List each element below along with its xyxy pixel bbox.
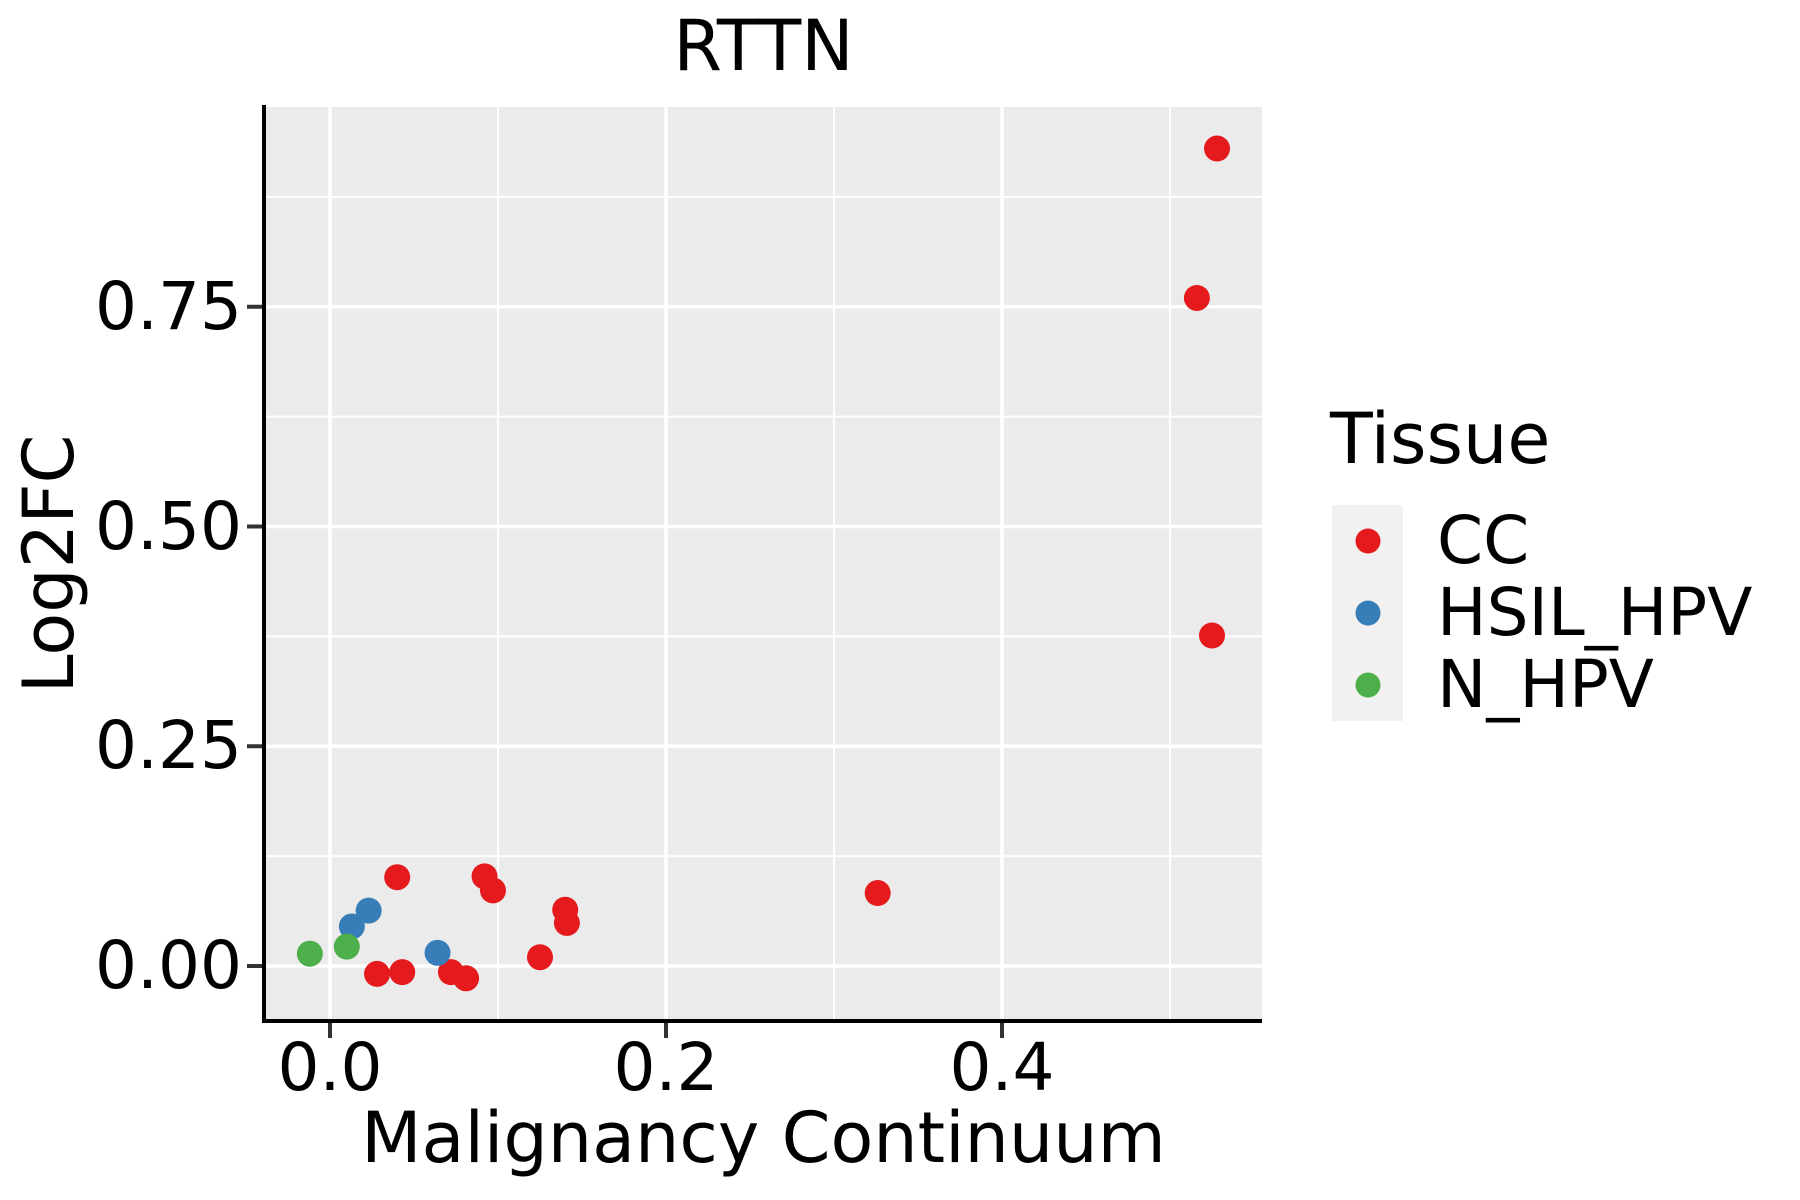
- y-tick-label: 0.75: [95, 267, 242, 345]
- legend-dot-n-hpv: [1355, 672, 1380, 698]
- data-point-cc: [479, 877, 506, 904]
- data-point-cc: [453, 965, 480, 992]
- y-tick-label: 0.25: [95, 707, 242, 785]
- data-point-cc: [389, 959, 416, 986]
- legend-label-cc: CC: [1437, 502, 1530, 579]
- data-point-hsil_hpv: [338, 913, 365, 940]
- legend-key: [1332, 649, 1403, 721]
- legend-title: Tissue: [1330, 398, 1551, 480]
- y-tick-label: 0.50: [95, 487, 242, 565]
- x-tick-label: 0.0: [277, 1029, 383, 1106]
- legend-item-n-hpv: N_HPV: [1332, 649, 1654, 721]
- legend-item-cc: CC: [1332, 505, 1529, 577]
- legend-dot-cc: [1355, 528, 1380, 554]
- plot-panel: [265, 107, 1262, 1021]
- data-point-n_hpv: [296, 940, 323, 967]
- data-point-n_hpv: [333, 933, 360, 960]
- data-point-hsil_hpv: [424, 939, 451, 966]
- legend-key: [1332, 505, 1403, 577]
- y-axis-label: Log2FC: [8, 434, 90, 694]
- data-point-cc: [384, 864, 411, 891]
- data-point-hsil_hpv: [355, 897, 382, 924]
- legend-item-hsil-hpv: HSIL_HPV: [1332, 577, 1752, 649]
- chart-title: RTTN: [673, 5, 854, 87]
- legend-dot-hsil-hpv: [1355, 600, 1380, 626]
- x-axis-label: Malignancy Continuum: [361, 1097, 1166, 1179]
- x-tick-label: 0.4: [949, 1029, 1055, 1106]
- data-point-cc: [1199, 622, 1225, 649]
- data-point-cc: [864, 880, 891, 907]
- data-point-cc: [1183, 284, 1210, 311]
- y-tick-label: 0.00: [95, 927, 242, 1004]
- data-point-cc: [527, 944, 553, 971]
- legend-label-hsil-hpv: HSIL_HPV: [1437, 574, 1753, 651]
- data-point-cc: [1204, 135, 1231, 162]
- legend-key: [1332, 577, 1403, 649]
- data-point-cc: [364, 960, 391, 987]
- data-point-cc: [553, 909, 580, 936]
- legend-label-n-hpv: N_HPV: [1437, 646, 1654, 723]
- x-tick-label: 0.2: [613, 1029, 719, 1106]
